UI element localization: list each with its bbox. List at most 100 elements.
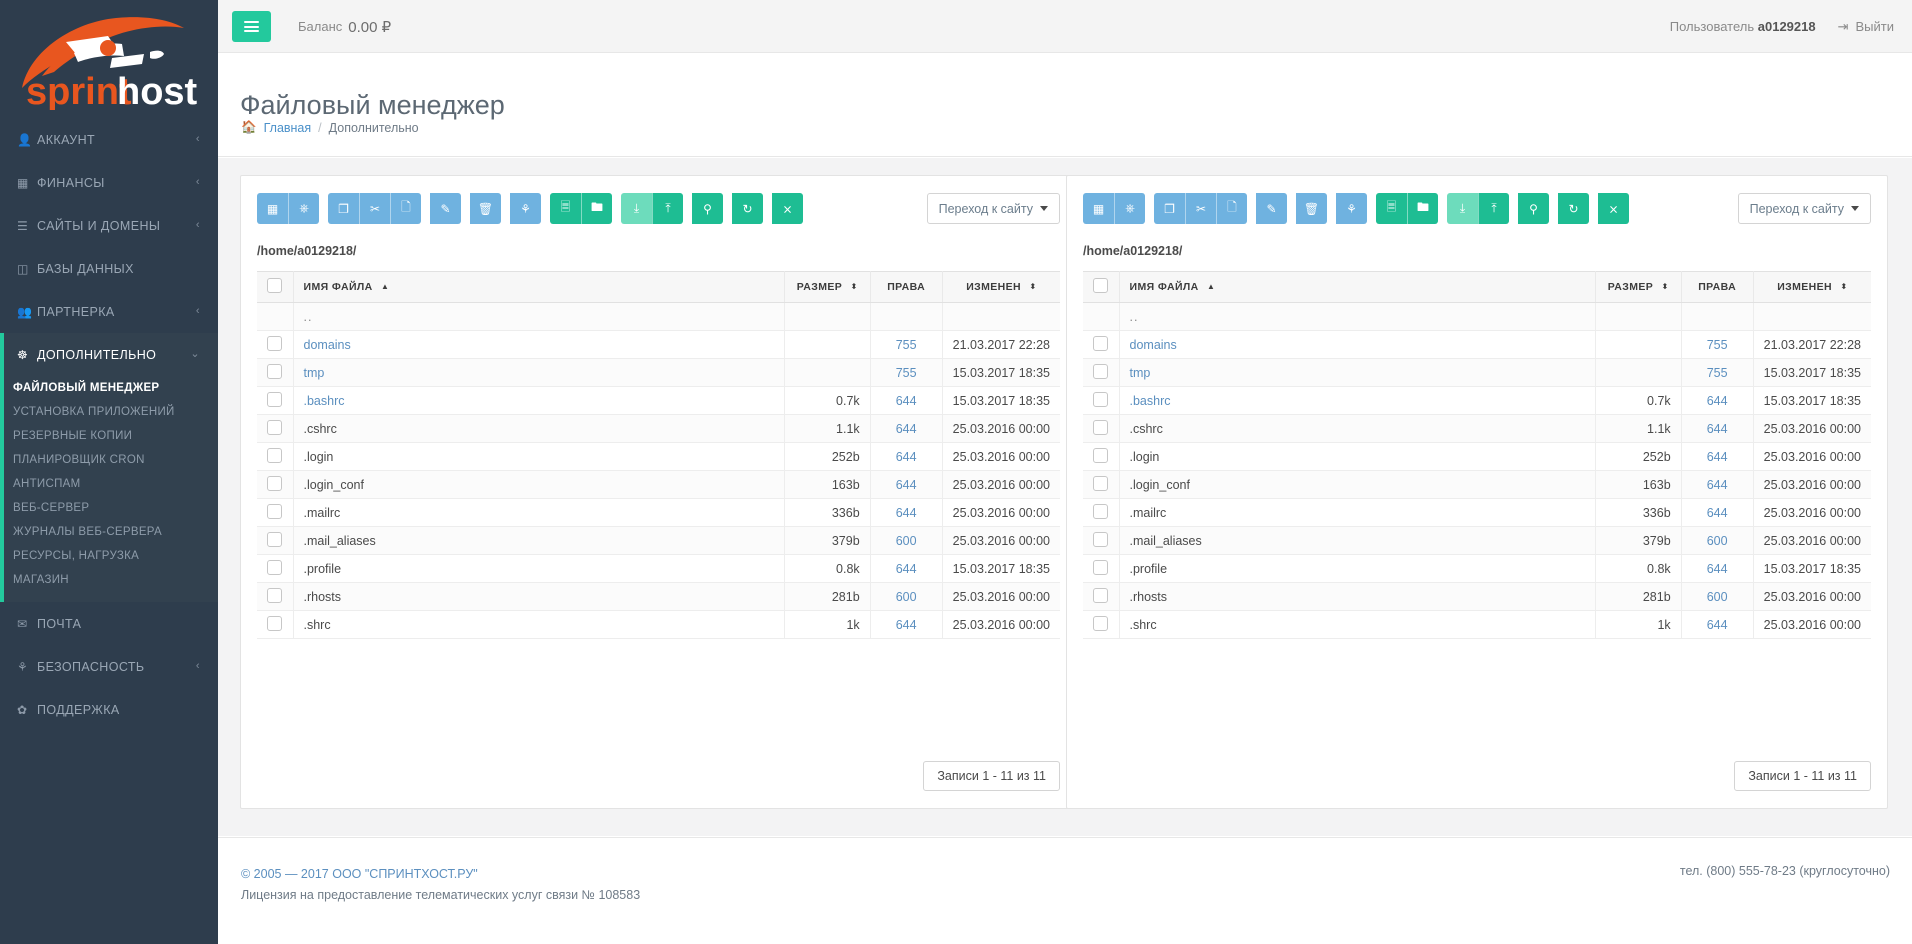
row-checkbox[interactable] <box>1093 615 1108 631</box>
delete-icon[interactable]: 🗑 <box>470 193 501 224</box>
permissions-link[interactable]: 644 <box>1706 505 1728 520</box>
deselect-all-icon[interactable]: ⎈ <box>288 193 319 224</box>
sidebar-item-file-manager[interactable]: Файловый менеджер <box>4 376 218 400</box>
column-header-modified[interactable]: Изменен ⬍ <box>942 271 1060 303</box>
file-name-cell[interactable]: .. <box>1119 302 1596 331</box>
sidebar-item-resources[interactable]: Ресурсы, нагрузка <box>4 544 218 568</box>
file-name-cell[interactable]: .rhosts <box>1119 582 1596 611</box>
row-checkbox[interactable] <box>1093 391 1108 407</box>
permissions-link[interactable]: 644 <box>895 561 917 576</box>
site-select-dropdown-left[interactable]: Переход к сайту <box>926 193 1060 224</box>
search-icon[interactable]: ⚲ <box>1518 193 1549 224</box>
permissions-link[interactable]: 755 <box>895 365 917 380</box>
file-name-cell[interactable]: .login_conf <box>293 470 785 499</box>
table-row[interactable]: .login_conf 163b 644 25.03.2016 00:00 <box>1083 470 1871 499</box>
sidebar-item-finance[interactable]: ▦ Финансы ‹ <box>0 161 218 204</box>
fullscreen-icon[interactable]: ⨯ <box>772 193 803 224</box>
row-checkbox[interactable] <box>267 615 282 631</box>
permissions-link[interactable]: 644 <box>895 421 917 436</box>
logout-button[interactable]: ⇥ Выйти <box>1838 19 1894 35</box>
file-name-label[interactable]: tmp <box>303 365 325 380</box>
delete-icon[interactable]: 🗑 <box>1296 193 1327 224</box>
select-all-checkbox[interactable] <box>1093 278 1108 293</box>
table-row[interactable]: .. <box>257 302 1060 331</box>
copy-icon[interactable]: ❐ <box>328 193 359 224</box>
permissions-link[interactable]: 600 <box>1706 533 1728 548</box>
permissions-link[interactable]: 644 <box>895 393 917 408</box>
sidebar-item-support[interactable]: ✿ Поддержка <box>0 688 218 731</box>
row-checkbox[interactable] <box>1093 363 1108 379</box>
file-name-cell[interactable]: .rhosts <box>293 582 785 611</box>
file-name-cell[interactable]: .cshrc <box>293 414 785 443</box>
table-row[interactable]: .shrc 1k 644 25.03.2016 00:00 <box>257 610 1060 639</box>
brand-logo[interactable]: sprint host <box>0 0 218 118</box>
table-row[interactable]: .shrc 1k 644 25.03.2016 00:00 <box>1083 610 1871 639</box>
table-row[interactable]: .login 252b 644 25.03.2016 00:00 <box>1083 442 1871 471</box>
sidebar-item-additional[interactable]: ☸ Дополнительно ⌄ <box>0 333 218 376</box>
row-checkbox[interactable] <box>1093 531 1108 547</box>
edit-icon[interactable]: ✎ <box>1256 193 1287 224</box>
sidebar-item-partner[interactable]: 👥 Партнерка ‹ <box>0 290 218 333</box>
table-row[interactable]: .cshrc 1.1k 644 25.03.2016 00:00 <box>257 414 1060 443</box>
table-row[interactable]: .bashrc 0.7k 644 15.03.2017 18:35 <box>257 386 1060 415</box>
file-name-cell[interactable]: .bashrc <box>1119 386 1596 415</box>
table-row[interactable]: .mail_aliases 379b 600 25.03.2016 00:00 <box>257 526 1060 555</box>
permissions-link[interactable]: 644 <box>1706 421 1728 436</box>
permissions-shield-icon[interactable]: ⚘ <box>1336 193 1367 224</box>
new-file-icon[interactable]: 🗏 <box>1376 193 1407 224</box>
edit-icon[interactable]: ✎ <box>430 193 461 224</box>
file-name-cell[interactable]: .shrc <box>293 610 785 639</box>
sidebar-item-mail[interactable]: ✉ Почта <box>0 602 218 645</box>
file-name-cell[interactable]: .mail_aliases <box>293 526 785 555</box>
column-header-size[interactable]: Размер ⬍ <box>1595 271 1682 303</box>
download-icon[interactable]: ⤓ <box>621 193 652 224</box>
table-row[interactable]: .login_conf 163b 644 25.03.2016 00:00 <box>257 470 1060 499</box>
column-header-size[interactable]: Размер ⬍ <box>784 271 871 303</box>
file-name-label[interactable]: domains <box>1129 337 1177 352</box>
row-checkbox[interactable] <box>1093 475 1108 491</box>
permissions-link[interactable]: 600 <box>1706 589 1728 604</box>
row-checkbox[interactable] <box>267 531 282 547</box>
sidebar-item-account[interactable]: 👤 Аккаунт ‹ <box>0 118 218 161</box>
row-checkbox[interactable] <box>1093 335 1108 351</box>
paste-icon[interactable]: 🗋 <box>1216 193 1247 224</box>
table-row[interactable]: tmp 755 15.03.2017 18:35 <box>1083 358 1871 387</box>
breadcrumb-home-link[interactable]: Главная <box>263 120 312 135</box>
new-file-icon[interactable]: 🗏 <box>550 193 581 224</box>
sidebar-item-cron[interactable]: Планировщик CRON <box>4 448 218 472</box>
row-checkbox[interactable] <box>267 335 282 351</box>
file-name-cell[interactable]: .profile <box>293 554 785 583</box>
records-count-left[interactable]: Записи 1 - 11 из 11 <box>923 761 1060 791</box>
site-select-dropdown-right[interactable]: Переход к сайту <box>1737 193 1871 224</box>
row-checkbox[interactable] <box>267 363 282 379</box>
permissions-link[interactable]: 644 <box>1706 561 1728 576</box>
file-name-cell[interactable]: .login <box>1119 442 1596 471</box>
column-header-modified[interactable]: Изменен ⬍ <box>1753 271 1871 303</box>
row-checkbox[interactable] <box>1093 419 1108 435</box>
sidebar-item-backups[interactable]: Резервные копии <box>4 424 218 448</box>
deselect-all-icon[interactable]: ⎈ <box>1114 193 1145 224</box>
cut-icon[interactable]: ✂ <box>1185 193 1216 224</box>
table-row[interactable]: .profile 0.8k 644 15.03.2017 18:35 <box>1083 554 1871 583</box>
records-count-right[interactable]: Записи 1 - 11 из 11 <box>1734 761 1871 791</box>
upload-icon[interactable]: ⤒ <box>1478 193 1509 224</box>
new-folder-icon[interactable]: 🖿 <box>1407 193 1438 224</box>
refresh-icon[interactable]: ↻ <box>732 193 763 224</box>
sidebar-item-databases[interactable]: ◫ Базы данных <box>0 247 218 290</box>
paste-icon[interactable]: 🗋 <box>390 193 421 224</box>
select-all-icon[interactable]: ▦ <box>257 193 288 224</box>
permissions-link[interactable]: 644 <box>1706 449 1728 464</box>
file-name-cell[interactable]: domains <box>1119 330 1596 359</box>
file-name-cell[interactable]: .login <box>293 442 785 471</box>
permissions-link[interactable]: 755 <box>895 337 917 352</box>
upload-icon[interactable]: ⤒ <box>652 193 683 224</box>
table-row[interactable]: tmp 755 15.03.2017 18:35 <box>257 358 1060 387</box>
row-checkbox[interactable] <box>267 559 282 575</box>
parent-dir-link[interactable]: .. <box>1129 309 1139 324</box>
file-name-cell[interactable]: .mailrc <box>1119 498 1596 527</box>
row-checkbox[interactable] <box>1093 447 1108 463</box>
permissions-link[interactable]: 644 <box>895 617 917 632</box>
permissions-link[interactable]: 600 <box>895 533 917 548</box>
table-row[interactable]: .profile 0.8k 644 15.03.2017 18:35 <box>257 554 1060 583</box>
file-name-label[interactable]: .bashrc <box>1129 393 1171 408</box>
